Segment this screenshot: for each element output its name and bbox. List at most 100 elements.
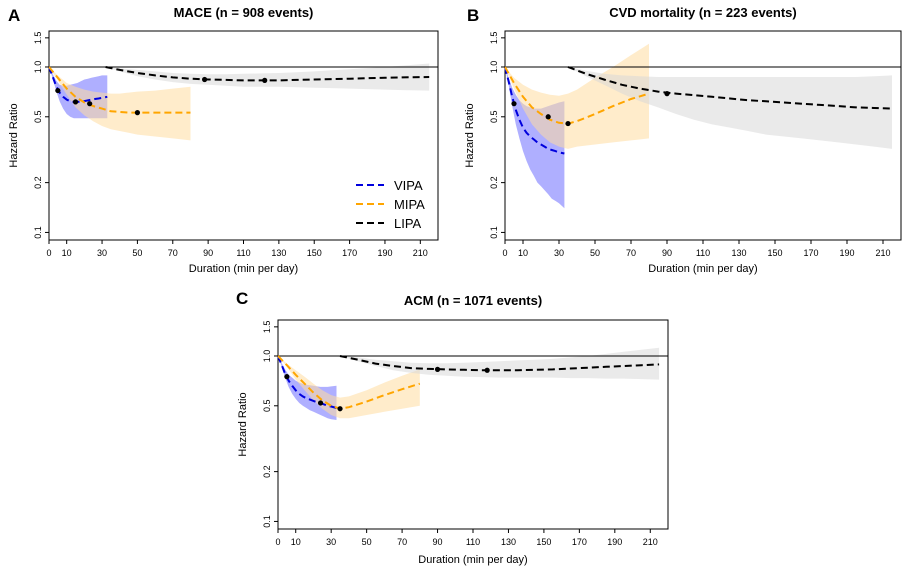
y-tick-label: 0.1 bbox=[262, 515, 272, 528]
y-tick-label: 0.5 bbox=[33, 111, 43, 124]
x-axis: 0 10 30 50 70 90 110 130 150 170 190 210 bbox=[46, 240, 428, 258]
x-tick-label: 110 bbox=[696, 248, 710, 258]
y-axis: 0.1 0.2 0.5 1.0 1.5 bbox=[262, 321, 278, 528]
y-tick-label: 1.0 bbox=[262, 350, 272, 363]
x-tick-label: 190 bbox=[839, 248, 854, 258]
chart-title: ACM (n = 1071 events) bbox=[404, 293, 542, 308]
x-tick-label: 130 bbox=[501, 537, 516, 547]
x-tick-label: 10 bbox=[62, 248, 72, 258]
x-tick-label: 150 bbox=[307, 248, 322, 258]
x-tick-label: 90 bbox=[203, 248, 213, 258]
data-point-vipa-1 bbox=[55, 87, 61, 94]
y-tick-label: 1.0 bbox=[489, 61, 499, 74]
legend: VIPA MIPA LIPA bbox=[356, 178, 425, 231]
x-axis-label: Duration (min per day) bbox=[648, 263, 757, 275]
x-tick-label: 130 bbox=[731, 248, 746, 258]
ci-band-lipa bbox=[340, 347, 660, 380]
x-tick-label: 190 bbox=[607, 537, 622, 547]
x-tick-label: 130 bbox=[271, 248, 286, 258]
x-tick-label: 50 bbox=[362, 537, 372, 547]
x-tick-label: 30 bbox=[326, 537, 336, 547]
panel-letter: B bbox=[467, 6, 479, 25]
y-tick-label: 0.5 bbox=[262, 400, 272, 413]
y-axis: 0.1 0.2 0.5 1.0 1.5 bbox=[489, 32, 505, 239]
x-tick-label: 170 bbox=[803, 248, 818, 258]
x-tick-label: 90 bbox=[433, 537, 443, 547]
x-tick-label: 50 bbox=[590, 248, 600, 258]
ci-band-lipa bbox=[568, 67, 892, 149]
data-point-lipa-1 bbox=[202, 76, 208, 83]
data-point-lipa-1 bbox=[434, 366, 441, 372]
y-tick-label: 0.1 bbox=[489, 226, 499, 239]
data-point-mipa-2 bbox=[134, 109, 141, 116]
chart-title: MACE (n = 908 events) bbox=[174, 5, 314, 20]
data-point-lipa-2 bbox=[484, 367, 490, 373]
plot-frame bbox=[277, 319, 669, 530]
x-tick-label: 70 bbox=[626, 248, 636, 258]
panel-letter: A bbox=[8, 6, 20, 25]
x-tick-label: 110 bbox=[466, 537, 480, 547]
data-point-vipa-1 bbox=[284, 374, 290, 380]
x-tick-label: 10 bbox=[291, 537, 301, 547]
x-tick-label: 70 bbox=[397, 537, 407, 547]
data-point-mipa-1 bbox=[545, 114, 551, 120]
y-tick-label: 1.0 bbox=[33, 61, 43, 74]
x-tick-label: 0 bbox=[502, 248, 507, 258]
y-tick-label: 0.5 bbox=[489, 111, 499, 124]
y-axis: 0.1 0.2 0.5 1.0 1.5 bbox=[33, 32, 49, 239]
panel-letter: C bbox=[236, 289, 248, 308]
x-tick-label: 210 bbox=[643, 537, 658, 547]
y-axis-label: Hazard Ratio bbox=[8, 103, 20, 167]
series-line-lipa bbox=[105, 66, 430, 82]
series-line-lipa bbox=[339, 355, 660, 372]
series-line-mipa bbox=[504, 66, 650, 125]
y-tick-label: 1.5 bbox=[262, 321, 272, 334]
ci-band-mipa bbox=[49, 67, 191, 141]
plot-frame bbox=[48, 30, 439, 241]
x-tick-label: 150 bbox=[536, 537, 551, 547]
panel-a: A MACE (n = 908 events) 0 10 30 50 70 90 110 130 1… bbox=[8, 5, 439, 275]
x-axis: 0 10 30 50 70 90 110 130 150 170 190 210 bbox=[502, 240, 891, 258]
x-tick-label: 90 bbox=[662, 248, 672, 258]
series-line-lipa bbox=[567, 66, 893, 110]
y-tick-label: 1.5 bbox=[33, 32, 43, 45]
data-point-vipa-1 bbox=[511, 101, 517, 107]
x-axis: 0 10 30 50 70 90 110 130 150 170 190 210 bbox=[275, 529, 658, 547]
panel-c: C ACM (n = 1071 events) 0 10 30 50 70 90 110 130 1… bbox=[236, 289, 669, 566]
data-point-lipa-1 bbox=[664, 91, 670, 97]
x-tick-label: 0 bbox=[275, 537, 280, 547]
series-line-mipa bbox=[277, 355, 421, 410]
legend-label-vipa: VIPA bbox=[394, 178, 423, 193]
x-tick-label: 10 bbox=[518, 248, 528, 258]
x-tick-label: 210 bbox=[413, 248, 428, 258]
x-tick-label: 110 bbox=[236, 248, 250, 258]
y-tick-label: 0.1 bbox=[33, 226, 43, 239]
x-tick-label: 70 bbox=[168, 248, 178, 258]
data-point-mipa-1 bbox=[87, 101, 93, 107]
ci-band-lipa bbox=[105, 63, 430, 91]
x-tick-label: 170 bbox=[342, 248, 357, 258]
y-axis-label: Hazard Ratio bbox=[464, 103, 476, 167]
data-point-mipa-2 bbox=[565, 120, 571, 127]
x-tick-label: 30 bbox=[554, 248, 564, 258]
data-point-vipa-2 bbox=[317, 400, 324, 406]
chart-title: CVD mortality (n = 223 events) bbox=[609, 5, 796, 20]
y-tick-label: 0.2 bbox=[262, 465, 272, 478]
x-axis-label: Duration (min per day) bbox=[418, 554, 527, 566]
legend-label-mipa: MIPA bbox=[394, 197, 425, 212]
x-tick-label: 50 bbox=[132, 248, 142, 258]
data-point-lipa-2 bbox=[262, 77, 268, 83]
ci-band-mipa bbox=[278, 356, 420, 419]
panel-b: B CVD mortality (n = 223 events) 0 10 30 50 70… bbox=[464, 5, 902, 275]
x-tick-label: 190 bbox=[377, 248, 392, 258]
ci-band-vipa bbox=[505, 67, 565, 209]
x-tick-label: 210 bbox=[875, 248, 890, 258]
x-tick-label: 30 bbox=[97, 248, 107, 258]
ci-band-mipa bbox=[505, 43, 649, 149]
x-tick-label: 150 bbox=[767, 248, 782, 258]
x-tick-label: 0 bbox=[46, 248, 51, 258]
y-axis-label: Hazard Ratio bbox=[237, 392, 249, 456]
y-tick-label: 0.2 bbox=[489, 176, 499, 189]
x-tick-label: 170 bbox=[572, 537, 587, 547]
